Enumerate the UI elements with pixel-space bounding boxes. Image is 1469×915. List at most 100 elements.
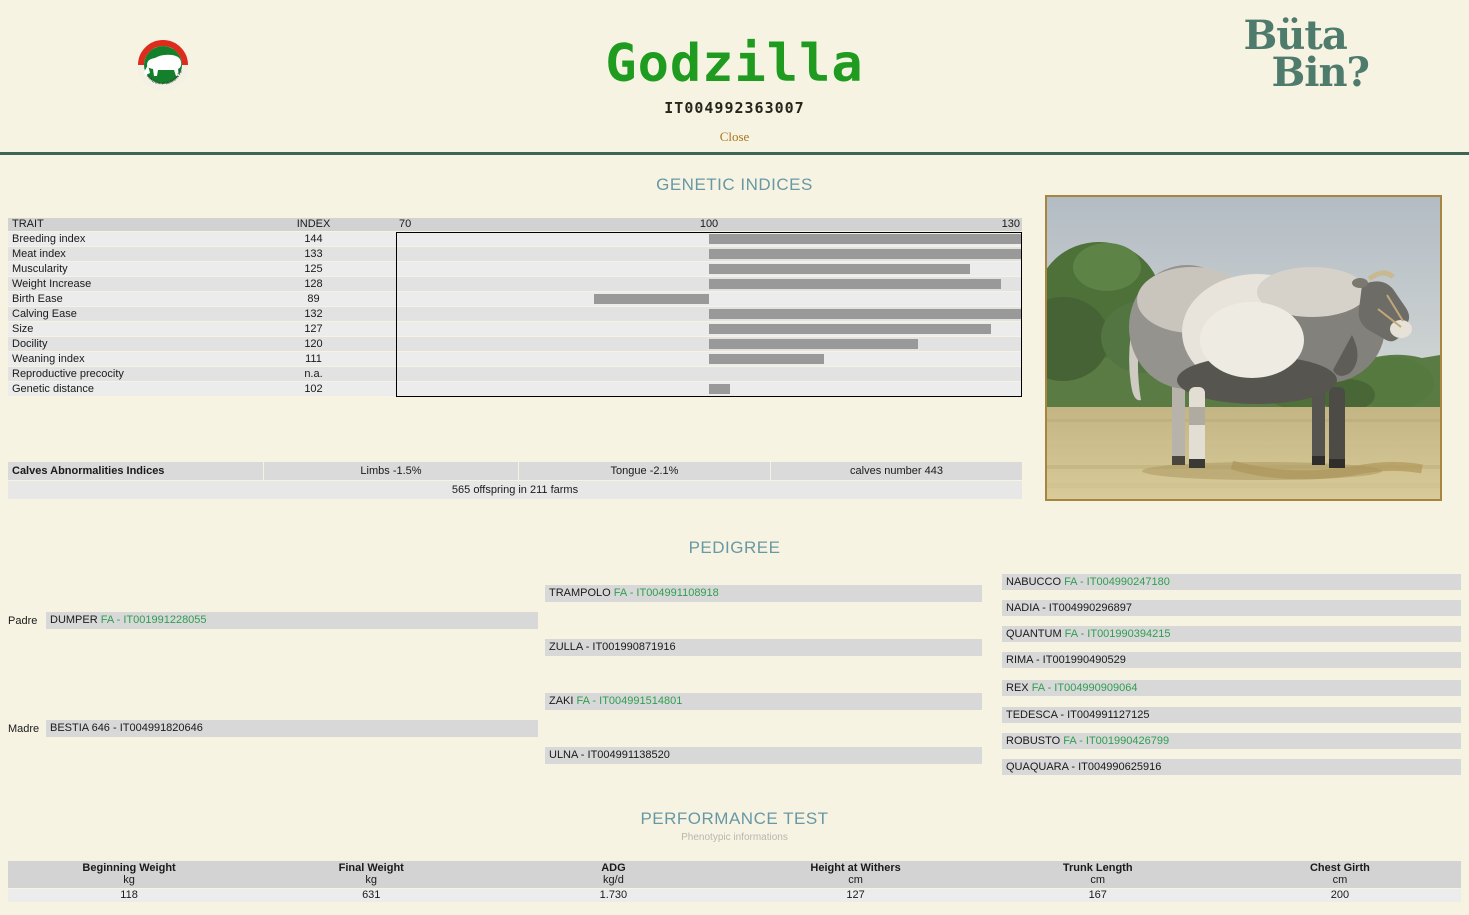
pedigree-node-name: ULNA xyxy=(549,749,581,761)
perf-column-unit: cm xyxy=(1332,874,1348,886)
pedigree-node-name: NADIA xyxy=(1006,602,1043,614)
trait-index-value: 111 xyxy=(305,353,322,365)
performance-test-value-row: 118 631 1.730 127 167 200 xyxy=(8,889,1461,902)
trait-row: Docility 120 xyxy=(8,337,1022,352)
trait-row: Muscularity 125 xyxy=(8,262,1022,277)
trait-index-value: 128 xyxy=(304,278,323,290)
pedigree-node-dam-sire-sire: REX FA - IT004990909064 xyxy=(1002,680,1461,696)
perf-column-value: 118 xyxy=(120,889,138,901)
trait-name: Size xyxy=(12,323,34,335)
pedigree-node-sire-dam-sire: QUANTUM FA - IT001990394215 xyxy=(1002,626,1461,642)
axis-tick-100: 100 xyxy=(699,218,719,230)
perf-column-header: Trunk Length cm xyxy=(977,862,1219,887)
trait-bar-cell xyxy=(396,277,1022,291)
calves-abnormalities-label: Calves Abnormalities Indices xyxy=(8,462,264,480)
perf-column-label: Trunk Length xyxy=(1062,862,1133,874)
trait-index-value: 144 xyxy=(304,233,323,245)
trait-name: Reproductive precocity xyxy=(12,368,124,380)
trait-name: Weaning index xyxy=(12,353,85,365)
bull-illustration xyxy=(1129,265,1412,468)
pedigree-node-dam-sire-dam: TEDESCA - IT004991127125 xyxy=(1002,707,1461,723)
pedigree-node-name: QUANTUM xyxy=(1006,628,1065,640)
trait-bar xyxy=(709,354,824,364)
page-header: RAZZA PIEMONTESE Godzilla IT004992363007… xyxy=(0,0,1469,155)
trait-index-value: n.a. xyxy=(304,368,323,380)
pedigree-node-reg: - IT004991127125 xyxy=(1060,709,1150,721)
axis-tick-130: 130 xyxy=(1001,218,1020,230)
pedigree-node-name: ROBUSTO xyxy=(1006,735,1064,747)
pedigree-heading: PEDIGREE xyxy=(688,538,781,557)
genetic-indices-table-header: TRAIT INDEX 70 100 130 xyxy=(8,218,1022,231)
pedigree-node-reg: FA - IT001991228055 xyxy=(100,614,207,626)
performance-test-table: Beginning Weight kg Final Weight kg ADG kg/d H… xyxy=(8,861,1461,902)
performance-test-subtitle: Phenotypic informations xyxy=(681,832,788,843)
trait-index-value: 120 xyxy=(304,338,323,350)
pedigree-node-reg: - IT004991138520 xyxy=(580,749,670,761)
trait-bar-cell xyxy=(396,337,1022,351)
perf-column-value: 200 xyxy=(1330,889,1350,901)
butabin-logo-line1: Büta xyxy=(1243,12,1347,59)
trait-index-value: 102 xyxy=(304,383,323,395)
pedigree-node-reg: FA - IT004991514801 xyxy=(576,695,683,707)
genetic-indices-heading: GENETIC INDICES xyxy=(656,175,813,194)
trait-bar xyxy=(709,234,1022,244)
calves-abnormalities-table: Calves Abnormalities Indices Limbs -1.5%… xyxy=(8,462,1022,499)
trait-row: Calving Ease 132 xyxy=(8,307,1022,322)
perf-column-unit: kg/d xyxy=(603,874,624,886)
perf-column-header: Beginning Weight kg xyxy=(8,862,250,887)
pedigree-node-sire-dam: ZULLA - IT001990871916 xyxy=(545,639,982,656)
perf-column-label: Beginning Weight xyxy=(82,862,176,874)
pedigree-node-sire: DUMPER FA - IT001991228055 xyxy=(46,612,538,629)
pedigree-node-reg: - IT004991820646 xyxy=(112,722,203,734)
perf-column-header: Final Weight kg xyxy=(250,862,492,887)
pedigree-node-reg: - IT004990625916 xyxy=(1071,761,1162,773)
perf-column-unit: cm xyxy=(848,874,863,886)
close-link[interactable]: Close xyxy=(719,129,750,144)
perf-column-value: 1.730 xyxy=(599,889,628,901)
pedigree-node-sire-dam-dam: RIMA - IT001990490529 xyxy=(1002,652,1461,668)
trait-row: Size 127 xyxy=(8,322,1022,337)
pedigree-node-name: REX xyxy=(1006,682,1032,694)
perf-column-unit: kg xyxy=(123,874,135,886)
padre-label: Padre xyxy=(8,615,38,627)
trait-row: Meat index 133 xyxy=(8,247,1022,262)
pedigree-node-sire-sire: TRAMPOLO FA - IT004991108918 xyxy=(545,585,982,602)
trait-name: Docility xyxy=(12,338,48,350)
pedigree-node-reg: - IT001990871916 xyxy=(585,641,676,653)
animal-id: IT004992363007 xyxy=(664,99,805,117)
trait-bar xyxy=(709,249,1022,259)
trait-name: Meat index xyxy=(12,248,66,260)
perf-column-value: 127 xyxy=(846,889,865,901)
pedigree-node-name: DUMPER xyxy=(50,614,101,626)
limbs-value: Limbs -1.5% xyxy=(264,462,519,480)
trait-bar-cell xyxy=(396,322,1022,336)
perf-column-header: Chest Girth cm xyxy=(1219,862,1461,887)
pedigree-node-name: RIMA xyxy=(1006,654,1036,666)
trait-bar-cell xyxy=(396,232,1022,246)
tongue-value: Tongue -2.1% xyxy=(519,462,771,480)
trait-bar xyxy=(709,279,1002,289)
calves-number-value: calves number 443 xyxy=(850,465,943,477)
page-title: Godzilla xyxy=(605,34,864,94)
perf-column-unit: cm xyxy=(1090,874,1106,886)
pedigree-node-dam-sire: ZAKI FA - IT004991514801 xyxy=(545,693,982,710)
perf-column-header: Height at Withers cm xyxy=(735,862,977,887)
performance-test-header-row: Beginning Weight kg Final Weight kg ADG kg/d H… xyxy=(8,861,1461,888)
trait-index-value: 127 xyxy=(304,323,323,335)
pedigree-node-dam: BESTIA 646 - IT004991820646 xyxy=(46,720,538,737)
pedigree-node-dam-dam-sire: ROBUSTO FA - IT001990426799 xyxy=(1002,733,1461,749)
trait-index-value: 132 xyxy=(304,308,323,320)
trait-bar xyxy=(709,384,730,394)
butabin-logo-line2: Bin? xyxy=(1271,48,1370,96)
perf-column-header: ADG kg/d xyxy=(492,862,734,887)
pedigree-node-dam-dam-dam: QUAQUARA - IT004990625916 xyxy=(1002,759,1461,775)
trait-bar xyxy=(709,264,970,274)
perf-column-label: Final Weight xyxy=(338,862,404,874)
breed-logo-icon: RAZZA PIEMONTESE xyxy=(134,34,190,92)
trait-name: Breeding index xyxy=(12,233,86,245)
pedigree-node-name: ZAKI xyxy=(549,695,577,707)
pedigree-node-name: QUAQUARA xyxy=(1006,761,1072,773)
genetic-indices-rows: Breeding index 144 Meat index 133 Muscularit… xyxy=(8,232,1022,397)
trait-bar-cell xyxy=(396,247,1022,261)
pedigree-node-sire-sire-sire: NABUCCO FA - IT004990247180 xyxy=(1002,574,1461,590)
